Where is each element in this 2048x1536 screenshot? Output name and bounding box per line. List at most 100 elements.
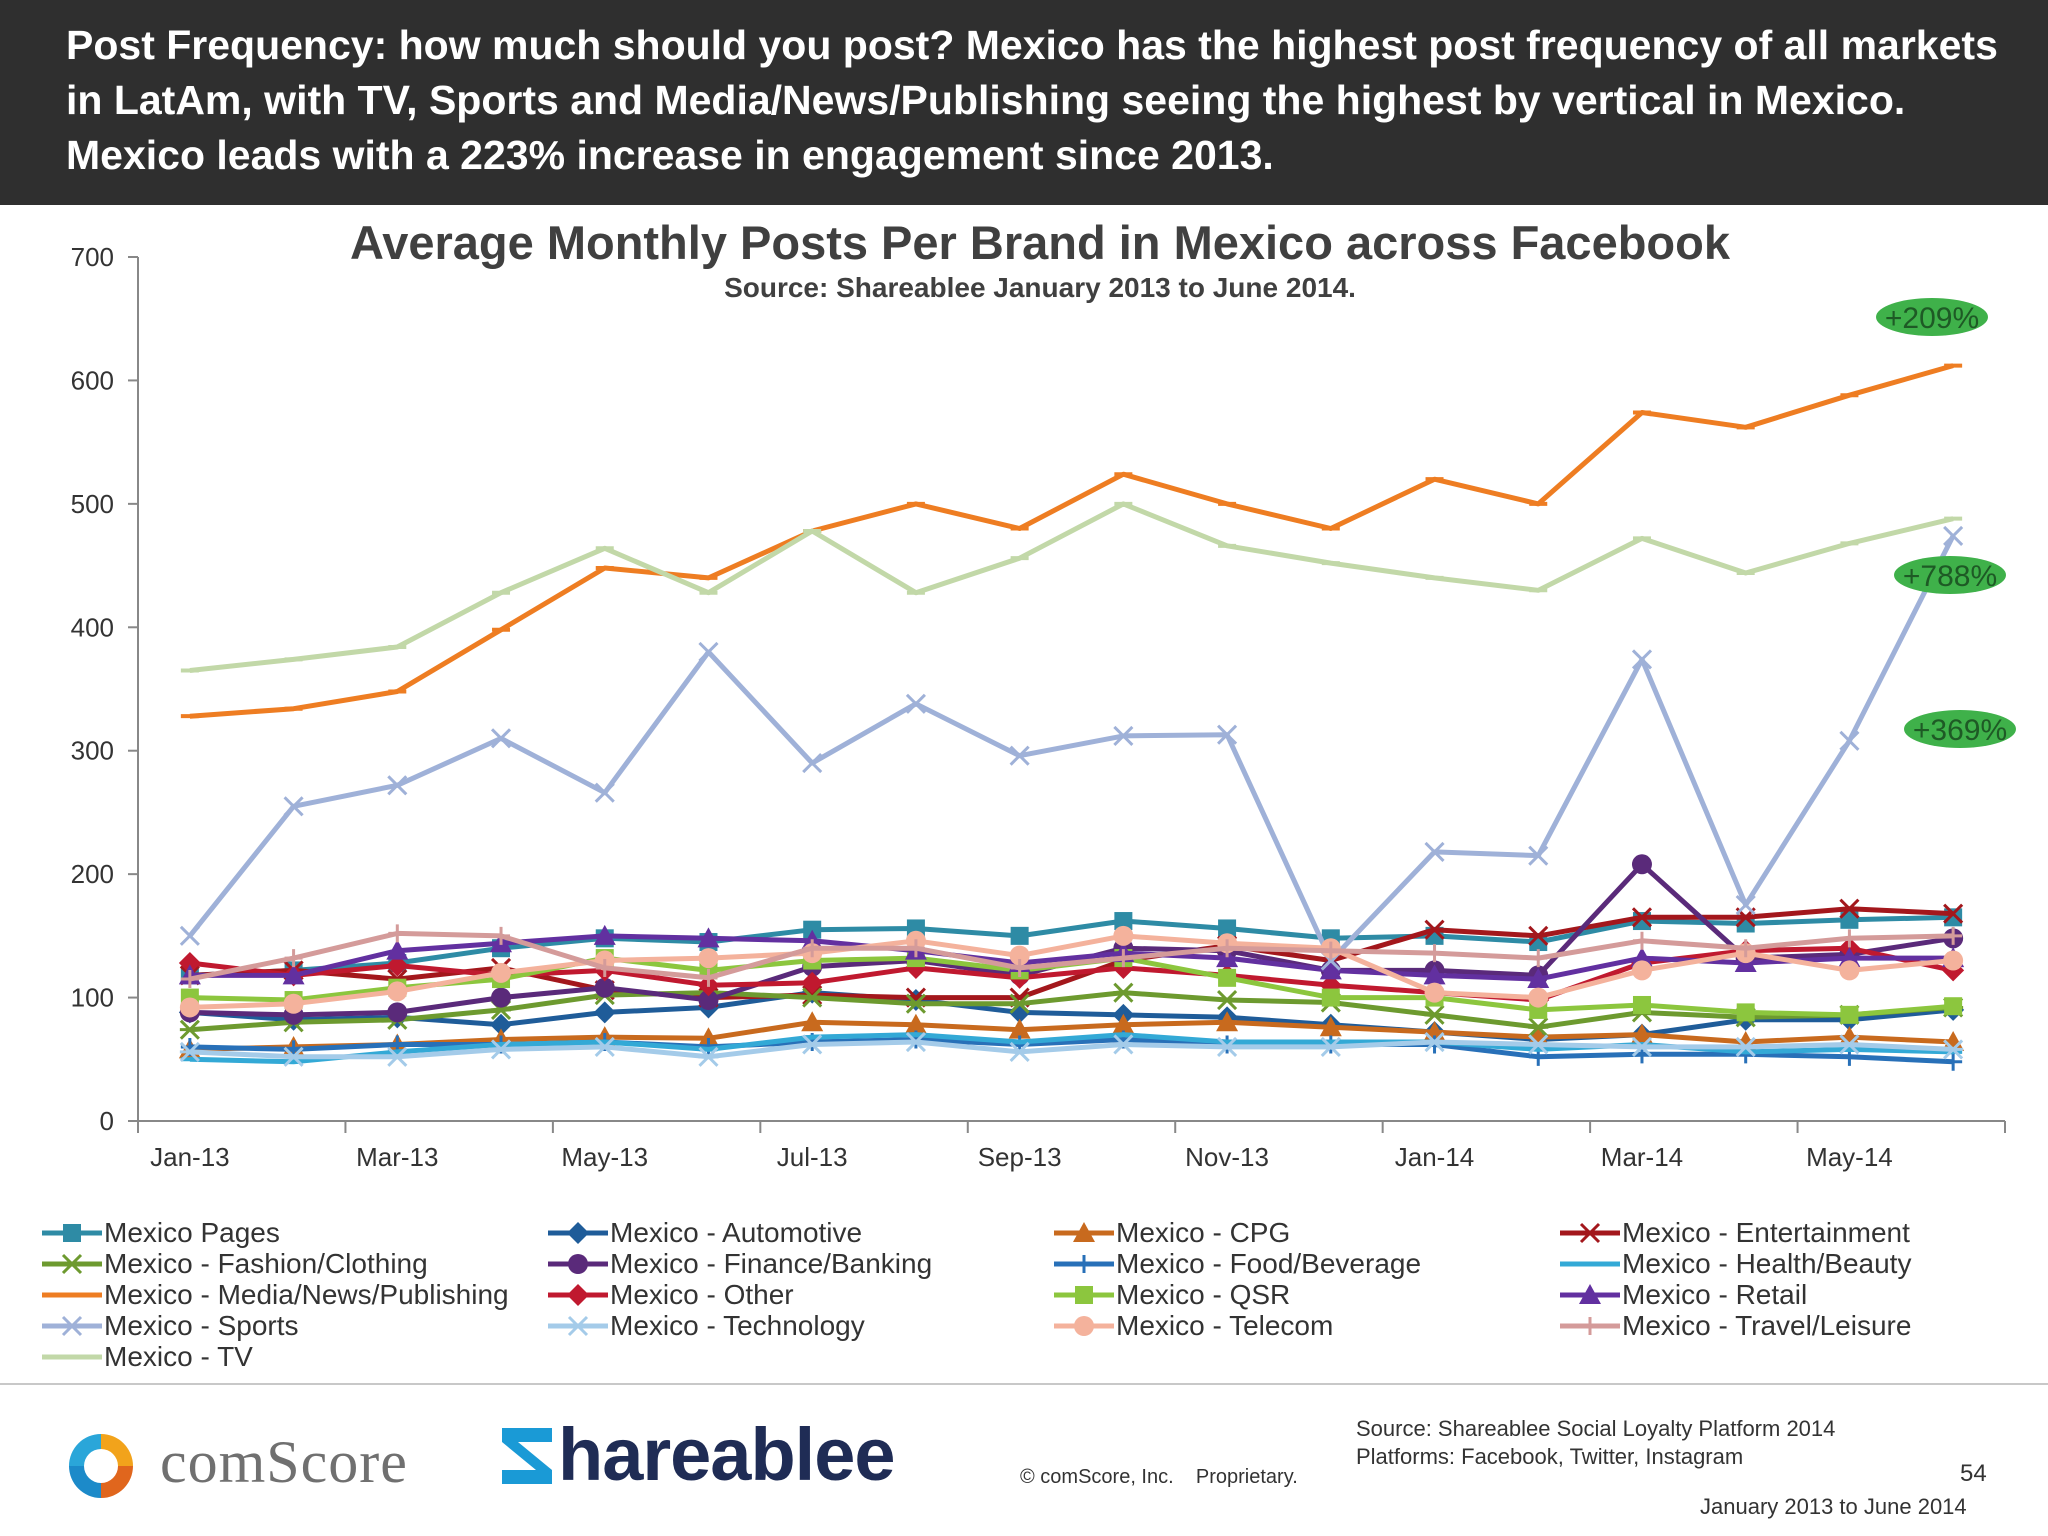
series-line-mexico-finance-banking bbox=[189, 861, 1954, 1018]
legend-swatch bbox=[1054, 1316, 1114, 1336]
data-point bbox=[1113, 725, 1134, 746]
series-line-mexico-travel-leisure bbox=[189, 930, 1954, 982]
data-point bbox=[1631, 960, 1652, 981]
legend-label: Mexico Pages bbox=[104, 1217, 280, 1248]
data-point bbox=[1075, 1255, 1093, 1273]
series-mexico-technology bbox=[179, 1031, 1964, 1067]
data-point bbox=[1114, 949, 1133, 968]
data-point bbox=[179, 1019, 200, 1040]
data-point bbox=[387, 775, 408, 796]
legend-item-mexico-travel-leisure: Mexico - Travel/Leisure bbox=[1558, 1310, 1911, 1341]
data-point bbox=[1736, 1003, 1755, 1022]
data-point bbox=[1009, 945, 1030, 966]
x-tick-label: May-13 bbox=[561, 1142, 648, 1172]
legend-label: Mexico - Retail bbox=[1622, 1279, 1808, 1310]
annotation-bubble bbox=[1904, 710, 2016, 748]
data-point bbox=[1944, 926, 1963, 945]
series-line-mexico-media-news-publishing bbox=[189, 363, 1954, 719]
annotation-label: +788% bbox=[1903, 560, 1997, 593]
data-point bbox=[283, 993, 304, 1014]
line-chart: 0 100 200 300 400 500 600 700 Jan-13 Mar-13 May-13… bbox=[71, 242, 2016, 1172]
data-point bbox=[1425, 944, 1444, 963]
data-point bbox=[699, 968, 718, 987]
data-point bbox=[1528, 925, 1549, 946]
legend-label: Mexico - Media/News/Publishing bbox=[104, 1279, 509, 1310]
data-point bbox=[1321, 941, 1340, 960]
legend-swatch bbox=[1560, 1284, 1620, 1304]
data-point bbox=[1736, 939, 1755, 958]
x-tick-label: Sep-13 bbox=[978, 1142, 1062, 1172]
data-point bbox=[1113, 1034, 1134, 1055]
x-tick-label: Jul-13 bbox=[777, 1142, 848, 1172]
annotation-badge: +788% bbox=[1894, 556, 2006, 594]
data-point bbox=[1529, 949, 1548, 968]
series-line-mexico-entertainment bbox=[189, 906, 1954, 1001]
data-point bbox=[1218, 939, 1237, 958]
data-point bbox=[1528, 845, 1549, 866]
data-point bbox=[905, 993, 926, 1014]
legend-swatch bbox=[1560, 1317, 1620, 1335]
source-line-1: Source: Shareablee Social Loyalty Platfo… bbox=[1356, 1416, 1836, 1441]
data-point bbox=[63, 1224, 81, 1242]
legend-swatch bbox=[42, 1354, 102, 1360]
data-point bbox=[594, 977, 615, 998]
data-point bbox=[1424, 982, 1445, 1003]
data-point bbox=[1944, 997, 1963, 1016]
legend-swatch bbox=[42, 1253, 102, 1275]
data-point bbox=[568, 1254, 588, 1274]
legend-item-mexico-sports: Mexico - Sports bbox=[40, 1310, 299, 1341]
series-line-mexico-technology bbox=[189, 1039, 1954, 1060]
chart-title: Average Monthly Posts Per Brand in Mexic… bbox=[350, 216, 1730, 269]
data-point bbox=[593, 924, 616, 945]
data-point bbox=[1943, 1039, 1964, 1060]
annotation-badge: +209% bbox=[1876, 298, 1988, 336]
header-text: Post Frequency: how much should you post… bbox=[66, 22, 1998, 178]
data-point bbox=[1074, 1316, 1094, 1336]
legend-label: Mexico - Finance/Banking bbox=[610, 1248, 933, 1279]
legend-label: Mexico - Telecom bbox=[1116, 1310, 1334, 1341]
data-point bbox=[179, 1041, 200, 1062]
y-tick-label: 700 bbox=[71, 242, 114, 272]
data-point bbox=[905, 1031, 926, 1053]
data-point bbox=[1319, 1016, 1342, 1037]
legend-item-mexico-technology: Mexico - Technology bbox=[546, 1310, 865, 1341]
legend-item-mexico-health-beauty: Mexico - Health/Beauty bbox=[1558, 1248, 1911, 1279]
data-point bbox=[1579, 1222, 1601, 1244]
data-point bbox=[1424, 841, 1445, 862]
legend-item-mexico-other: Mexico - Other bbox=[546, 1279, 794, 1310]
shareablee-logo-text: hareablee bbox=[558, 1413, 896, 1496]
data-point bbox=[567, 1222, 589, 1244]
data-point bbox=[1424, 919, 1445, 940]
data-point bbox=[593, 1001, 616, 1024]
data-point bbox=[282, 964, 305, 985]
data-point bbox=[1217, 1036, 1238, 1058]
legend-label: Mexico - Entertainment bbox=[1622, 1217, 1910, 1248]
legend-item-mexico-tv: Mexico - TV bbox=[40, 1341, 253, 1372]
data-point bbox=[1218, 919, 1237, 938]
data-point bbox=[1010, 926, 1029, 945]
legend-label: Mexico - Fashion/Clothing bbox=[104, 1248, 428, 1279]
legend-item-mexico-entertainment: Mexico - Entertainment bbox=[1558, 1217, 1910, 1248]
legend-label: Mexico - TV bbox=[104, 1341, 253, 1372]
legend-swatch bbox=[548, 1254, 608, 1274]
data-point bbox=[1944, 1052, 1963, 1071]
data-point bbox=[1216, 1011, 1239, 1032]
data-point bbox=[802, 987, 823, 1008]
annotation-bubble bbox=[1894, 556, 2006, 594]
data-point bbox=[1321, 988, 1340, 1007]
series-lines bbox=[178, 363, 1965, 1071]
y-tick-label: 400 bbox=[71, 612, 114, 642]
legend: Mexico Pages Mexico - Automotive Mexico - … bbox=[40, 1217, 2040, 1378]
series-line-mexico-tv bbox=[189, 501, 1954, 673]
x-tick-label: Mar-14 bbox=[1601, 1142, 1683, 1172]
data-point bbox=[905, 693, 926, 714]
data-point bbox=[1009, 1041, 1030, 1062]
legend-swatch bbox=[42, 1292, 102, 1298]
data-point bbox=[283, 1046, 304, 1067]
legend-swatch bbox=[548, 1315, 608, 1337]
data-point bbox=[1113, 982, 1134, 1003]
y-tick-label: 100 bbox=[71, 983, 114, 1013]
series-mexico-travel-leisure bbox=[180, 924, 1963, 989]
data-point bbox=[1632, 931, 1651, 950]
page-number: 54 bbox=[1960, 1460, 1987, 1487]
